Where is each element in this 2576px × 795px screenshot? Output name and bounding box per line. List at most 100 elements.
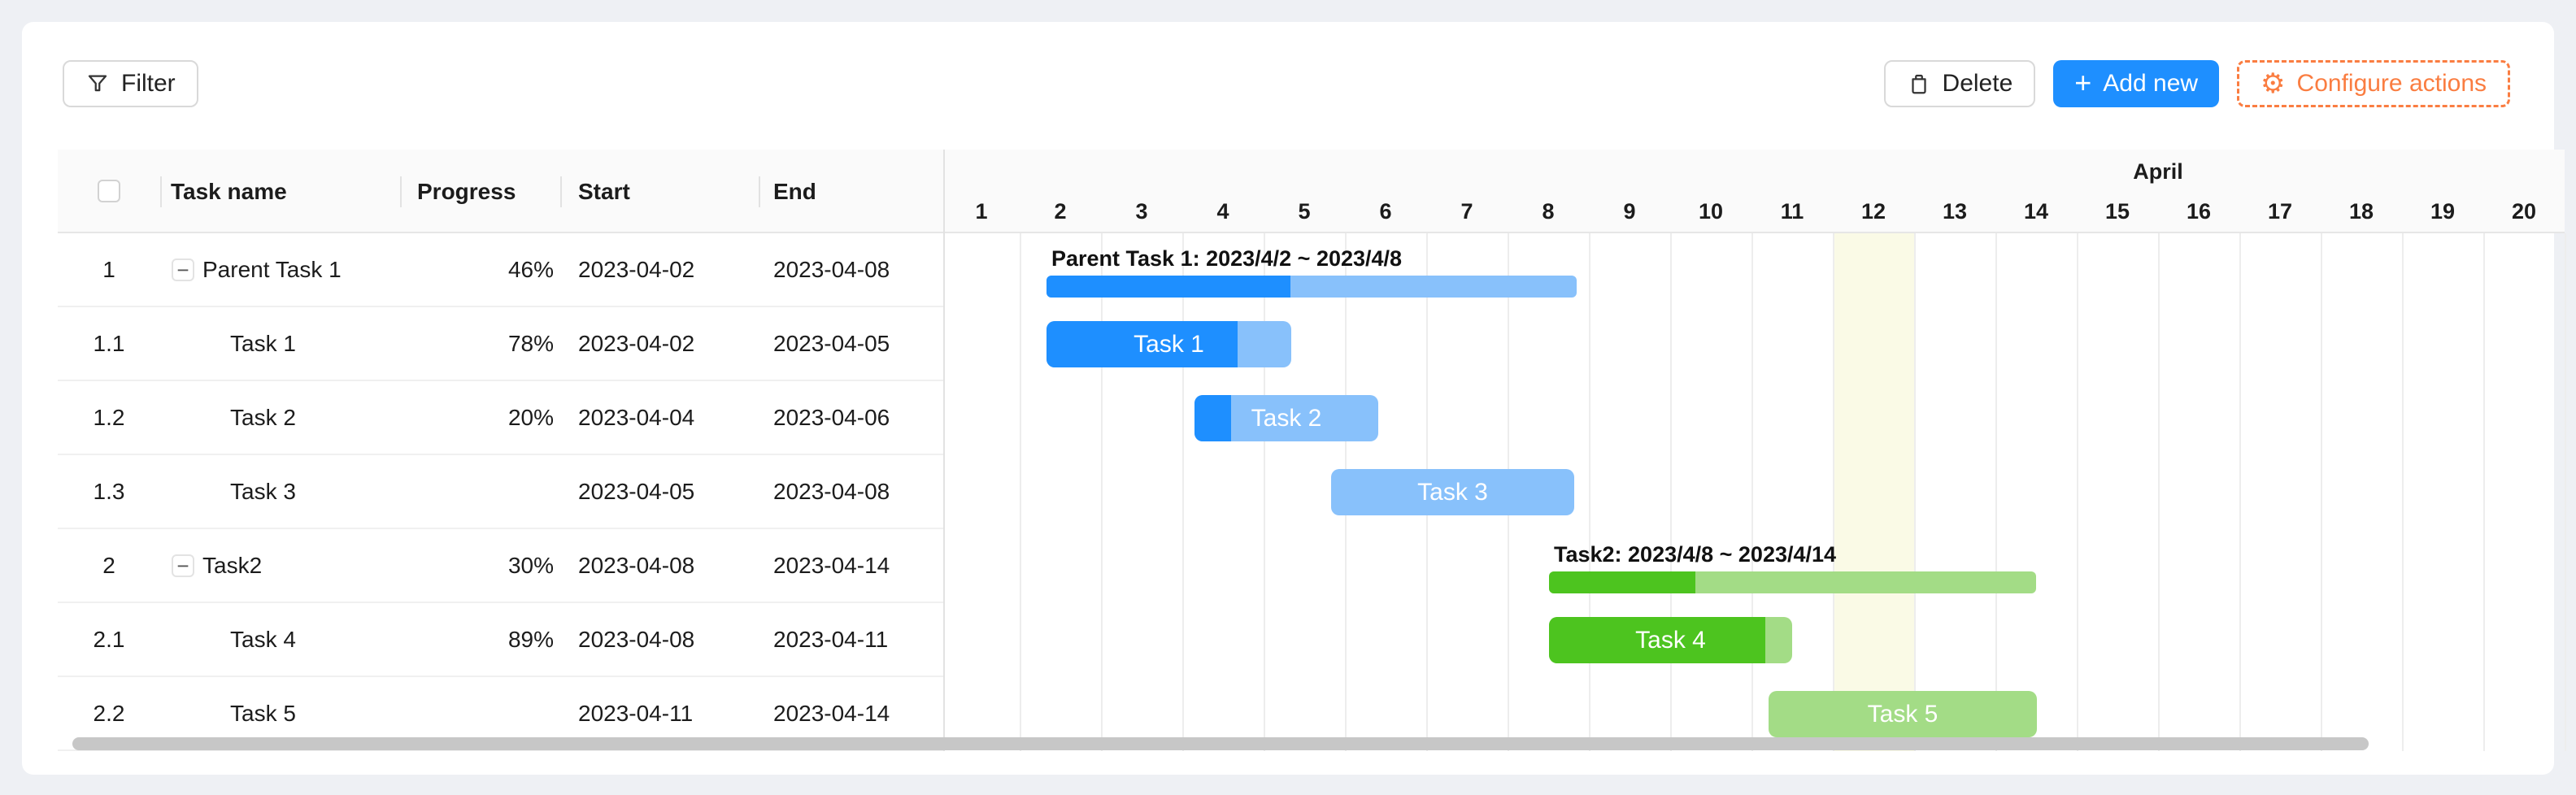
task-bar[interactable]: Task 5 [1769,691,2037,737]
row-seq: 2 [102,552,115,578]
toolbar-right-group: Delete + Add new ⚙ Configure actions [1883,60,2510,107]
day-header-cell: 1 [975,199,988,224]
gear-icon: ⚙ [2261,68,2286,99]
end-cell: 2023-04-05 [773,330,890,356]
add-new-button[interactable]: + Add new [2053,60,2220,107]
column-header-task-name[interactable]: Task name [171,178,287,204]
day-header-cell: 13 [1942,199,1968,224]
column-divider [160,176,162,207]
collapse-button[interactable]: − [172,554,194,577]
progress-cell: 30% [507,552,554,578]
task-bar[interactable]: Task 3 [1331,469,1574,515]
task-bar-label: Task 1 [1134,330,1204,358]
column-divider [759,176,760,207]
column-divider [560,176,562,207]
row-seq: 1 [102,256,115,282]
task-bar-label: Task 4 [1635,626,1706,654]
task-name-cell: Task 2 [230,404,296,430]
table-row[interactable]: 2.2 Task 5 2023-04-11 2023-04-14 [58,677,943,751]
day-header-cell: 10 [1698,199,1724,224]
plus-icon: + [2074,65,2092,99]
task-name-cell: Task 5 [230,700,296,726]
table-row[interactable]: 2.1 Task 4 89% 2023-04-08 2023-04-11 [58,603,943,677]
day-grid-line [1670,233,1672,751]
select-all-checkbox[interactable] [98,180,120,202]
column-header-end[interactable]: End [773,178,816,204]
row-seq: 2.1 [93,626,125,652]
task-bar-progress [1046,321,1238,367]
row-seq: 1.1 [93,330,125,356]
day-grid-line [2402,233,2404,751]
start-cell: 2023-04-05 [578,478,695,504]
task-bar-label: Task 2 [1251,404,1322,432]
gantt-card: Filter Delete + Add new ⚙ Configure acti… [22,22,2566,775]
day-header-cell: 6 [1379,199,1392,224]
task-bar-label: Task 5 [1867,700,1939,728]
day-grid-line [1751,233,1753,751]
highlighted-day-column [1833,233,1914,751]
day-header-cell: 19 [2430,199,2456,224]
task-bar-label: Task 3 [1417,478,1488,506]
day-header-cell: 3 [1135,199,1148,224]
start-cell: 2023-04-04 [578,404,695,430]
task-bar[interactable]: Task 1 [1046,321,1291,367]
day-header-cell: 12 [1860,199,1886,224]
task-bar-progress [1549,617,1766,663]
day-grid-line [1589,233,1590,751]
end-cell: 2023-04-08 [773,478,890,504]
row-seq: 1.2 [93,404,125,430]
table-row[interactable]: 2 − Task2 30% 2023-04-08 2023-04-14 [58,529,943,603]
end-cell: 2023-04-11 [773,626,889,652]
task-name-cell: Task 4 [230,626,296,652]
column-header-start[interactable]: Start [578,178,630,204]
day-grid-line [1995,233,1997,751]
delete-button[interactable]: Delete [1883,60,2036,107]
day-header-cell: 20 [2511,199,2537,224]
end-cell: 2023-04-14 [773,700,890,726]
toolbar: Filter Delete + Add new ⚙ Configure acti… [63,59,2510,108]
table-row[interactable]: 1.1 Task 1 78% 2023-04-02 2023-04-05 [58,307,943,381]
configure-actions-button[interactable]: ⚙ Configure actions [2237,60,2510,107]
day-grid-line [2321,233,2322,751]
day-header-cell: 14 [2023,199,2049,224]
table-chart-split [943,150,945,751]
progress-cell: 46% [507,256,554,282]
task-name-cell: Parent Task 1 [202,256,342,282]
progress-cell [400,455,554,528]
month-label: April [2133,159,2183,184]
task-name-cell: Task 1 [230,330,296,356]
day-header-cell: 7 [1460,199,1473,224]
column-divider [400,176,402,207]
horizontal-scrollbar-thumb[interactable] [72,737,2369,750]
trash-icon [1907,72,1931,96]
collapse-button[interactable]: − [172,258,194,281]
progress-cell: 78% [507,330,554,356]
day-header-cell: 9 [1623,199,1636,224]
table-row[interactable]: 1.3 Task 3 2023-04-05 2023-04-08 [58,455,943,529]
row-seq: 1.3 [93,478,125,504]
day-header-cell: 16 [2186,199,2212,224]
day-grid-line [2565,233,2566,751]
day-grid-line [1182,233,1184,751]
row-seq: 2.2 [93,700,125,726]
table-row[interactable]: 1.2 Task 2 20% 2023-04-04 2023-04-06 [58,381,943,455]
group-bar-caption: Task2: 2023/4/8 ~ 2023/4/14 [1554,542,1837,567]
day-header-cell: 17 [2267,199,2293,224]
day-grid-line [2077,233,2078,751]
task-bar[interactable]: Task 4 [1549,617,1792,663]
day-header-cell: 2 [1054,199,1067,224]
group-task-bar[interactable] [1549,571,2036,593]
day-header-cell: 18 [2348,199,2374,224]
column-header-progress[interactable]: Progress [417,178,516,204]
delete-label: Delete [1942,70,2013,97]
task-bar[interactable]: Task 2 [1194,395,1378,441]
configure-actions-label: Configure actions [2296,70,2487,97]
end-cell: 2023-04-14 [773,552,890,578]
group-task-bar[interactable] [1046,276,1577,298]
day-grid-line [1833,233,1834,751]
end-cell: 2023-04-08 [773,256,890,282]
start-cell: 2023-04-11 [578,700,694,726]
filter-button[interactable]: Filter [63,60,198,107]
day-grid-line [1264,233,1265,751]
table-row[interactable]: 1 − Parent Task 1 46% 2023-04-02 2023-04-08 [58,233,943,307]
